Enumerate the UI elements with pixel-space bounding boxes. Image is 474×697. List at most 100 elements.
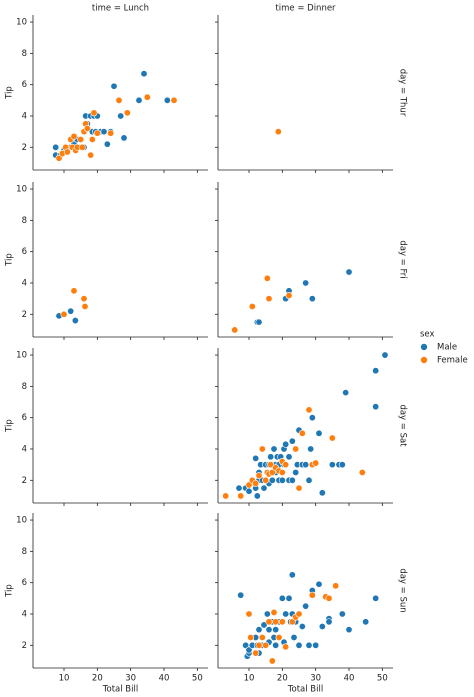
point xyxy=(272,618,280,626)
point xyxy=(295,610,303,618)
x-tick-label: 50 xyxy=(192,674,203,684)
x-axis-label: Total Bill xyxy=(102,685,138,695)
point xyxy=(288,571,296,579)
y-tick-label: 6 xyxy=(22,578,27,588)
y-tick-label: 10 xyxy=(16,351,27,361)
point xyxy=(305,476,313,484)
x-tick-label: 10 xyxy=(244,674,255,684)
point xyxy=(274,128,282,136)
row-title: day = Thur xyxy=(398,69,408,117)
legend-label: Female xyxy=(437,356,468,366)
y-tick-label: 10 xyxy=(16,18,27,28)
point xyxy=(248,302,256,310)
point xyxy=(278,476,286,484)
point xyxy=(163,96,171,104)
legend-label: Male xyxy=(437,343,457,353)
point xyxy=(55,154,63,162)
y-axis-label: Tip xyxy=(5,86,15,100)
y-axis-label: Tip xyxy=(5,584,15,598)
y-tick-label: 8 xyxy=(22,547,27,557)
point xyxy=(245,610,253,618)
y-tick-label: 2 xyxy=(22,310,27,320)
point xyxy=(282,610,290,618)
point xyxy=(295,641,303,649)
column-title: time = Dinner xyxy=(275,4,336,14)
x-tick-label: 30 xyxy=(310,674,321,684)
point xyxy=(272,641,280,649)
x-tick-label: 30 xyxy=(125,674,136,684)
legend-marker xyxy=(420,343,428,351)
point xyxy=(77,135,85,143)
point xyxy=(381,351,389,359)
point xyxy=(100,128,108,136)
point xyxy=(338,461,346,469)
point xyxy=(107,129,115,137)
point xyxy=(285,292,293,300)
point xyxy=(78,143,86,151)
point xyxy=(278,468,286,476)
y-tick-label: 4 xyxy=(22,444,27,454)
point xyxy=(71,317,79,325)
point xyxy=(231,326,239,334)
point xyxy=(292,468,300,476)
point xyxy=(282,461,290,469)
point xyxy=(237,591,245,599)
point xyxy=(307,445,315,453)
point xyxy=(263,610,271,618)
point xyxy=(120,134,128,142)
point xyxy=(332,582,340,590)
y-tick-label: 2 xyxy=(22,143,27,153)
y-tick-label: 6 xyxy=(22,413,27,423)
point xyxy=(372,594,380,602)
y-tick-label: 6 xyxy=(22,80,27,90)
point xyxy=(258,633,266,641)
point xyxy=(140,70,148,78)
point xyxy=(372,403,380,411)
point xyxy=(328,461,336,469)
point xyxy=(272,626,280,634)
point xyxy=(325,594,333,602)
point xyxy=(342,389,350,397)
y-tick-label: 4 xyxy=(22,111,27,121)
point xyxy=(93,129,101,137)
point xyxy=(288,437,296,445)
row-title: day = Fri xyxy=(398,240,408,278)
point xyxy=(285,594,293,602)
point xyxy=(305,641,313,649)
point xyxy=(245,481,253,489)
point xyxy=(372,367,380,375)
point xyxy=(358,468,366,476)
point xyxy=(292,445,300,453)
point xyxy=(302,461,310,469)
y-tick-label: 8 xyxy=(22,49,27,59)
point xyxy=(362,618,370,626)
point xyxy=(237,492,245,500)
point xyxy=(312,459,320,467)
point xyxy=(262,641,270,649)
x-tick-label: 10 xyxy=(59,674,70,684)
point xyxy=(70,132,78,140)
point xyxy=(252,454,260,462)
point xyxy=(288,618,296,626)
point xyxy=(328,434,336,442)
point xyxy=(87,151,95,159)
x-tick-label: 20 xyxy=(92,674,103,684)
point xyxy=(267,453,275,461)
point xyxy=(338,610,346,618)
point xyxy=(275,633,283,641)
point xyxy=(285,453,293,461)
point xyxy=(80,295,88,303)
point xyxy=(278,594,286,602)
point xyxy=(245,487,253,495)
point xyxy=(222,492,230,500)
legend-marker xyxy=(420,356,428,364)
point xyxy=(255,626,263,634)
y-tick-label: 10 xyxy=(16,516,27,526)
point xyxy=(52,143,60,151)
point xyxy=(70,287,78,295)
point xyxy=(247,633,255,641)
y-axis-label: Tip xyxy=(5,253,15,267)
point xyxy=(143,93,151,101)
x-tick-label: 40 xyxy=(159,674,170,684)
point xyxy=(262,476,270,484)
